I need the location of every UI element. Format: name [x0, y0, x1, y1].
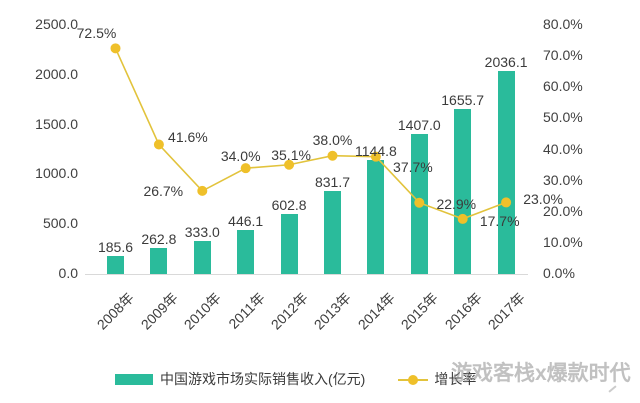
- right-axis-tick: 30.0%: [543, 171, 583, 188]
- line-marker-2012年: [284, 159, 295, 170]
- left-axis-tick: 500.0: [42, 215, 78, 232]
- line-marker-2016年: [457, 213, 468, 224]
- bar-value-label: 262.8: [141, 230, 177, 247]
- left-axis-tick: 2500.0: [35, 16, 78, 32]
- right-axis-tick: 0.0%: [543, 265, 575, 281]
- bar-2017年: [497, 71, 515, 274]
- legend-line-label: 增长率: [434, 371, 477, 387]
- legend-bar-label: 中国游戏市场实际销售收入(亿元): [160, 371, 366, 387]
- line-value-label: 22.9%: [436, 195, 477, 212]
- line-value-label: 41.6%: [168, 128, 208, 145]
- line-value-label: 34.0%: [220, 148, 261, 165]
- bar-value-label: 831.7: [314, 174, 351, 191]
- line-marker-2011年: [240, 163, 251, 174]
- watermark: 游戏客栈x爆款时代: [451, 362, 631, 385]
- line-value-label: 35.1%: [271, 146, 311, 163]
- bar-2009年: [150, 247, 168, 274]
- bar-value-label: 333.0: [184, 223, 220, 240]
- bar-value-label: 1407.0: [397, 116, 441, 133]
- right-axis-tick: 50.0%: [543, 109, 583, 126]
- right-axis-tick: 60.0%: [543, 78, 583, 95]
- legend-bar-swatch-icon: [115, 373, 153, 385]
- line-value-label: 17.7%: [479, 212, 520, 229]
- bar-2012年: [280, 213, 298, 274]
- right-axis-tick: 10.0%: [543, 233, 583, 250]
- line-value-label: 23.0%: [523, 191, 563, 208]
- line-marker-2013年: [327, 150, 338, 161]
- x-axis-line: [85, 274, 528, 275]
- right-axis-tick: 20.0%: [543, 202, 583, 219]
- bar-value-label: 185.6: [97, 238, 134, 255]
- bar-2010年: [193, 240, 211, 274]
- left-axis-tick: 1000.0: [35, 165, 78, 182]
- right-axis-tick: 70.0%: [543, 47, 583, 64]
- line-marker-2009年: [153, 139, 164, 150]
- bar-value-label: 602.8: [271, 196, 307, 213]
- left-axis-tick: 0.0: [58, 265, 78, 281]
- legend: 中国游戏市场实际销售收入(亿元) 增长率: [115, 369, 476, 389]
- line-marker-2017年: [501, 197, 512, 208]
- bar-2014年: [367, 159, 385, 274]
- bar-value-label: 2036.1: [484, 54, 528, 71]
- right-axis-tick: 80.0%: [543, 16, 583, 32]
- bar-value-label: 1144.8: [355, 142, 397, 159]
- line-marker-2010年: [197, 185, 208, 196]
- line-marker-2015年: [414, 197, 425, 208]
- bar-2011年: [237, 229, 255, 274]
- bar-2008年: [107, 255, 124, 274]
- bar-value-label: 1655.7: [441, 92, 485, 109]
- line-value-label: 72.5%: [76, 25, 117, 42]
- bar-2013年: [324, 191, 341, 274]
- line-value-label: 26.7%: [143, 182, 184, 199]
- left-axis-tick: 2000.0: [35, 65, 78, 82]
- bar-value-label: 446.1: [228, 212, 264, 229]
- line-value-label: 37.7%: [393, 158, 433, 175]
- left-axis-tick: 1500.0: [35, 115, 78, 132]
- right-axis-tick: 40.0%: [543, 140, 583, 157]
- legend-line-icon: [398, 374, 429, 385]
- line-marker-2014年: [370, 151, 381, 162]
- line-value-label: 38.0%: [312, 131, 353, 148]
- bar-2016年: [454, 109, 472, 274]
- line-marker-2008年: [110, 43, 121, 54]
